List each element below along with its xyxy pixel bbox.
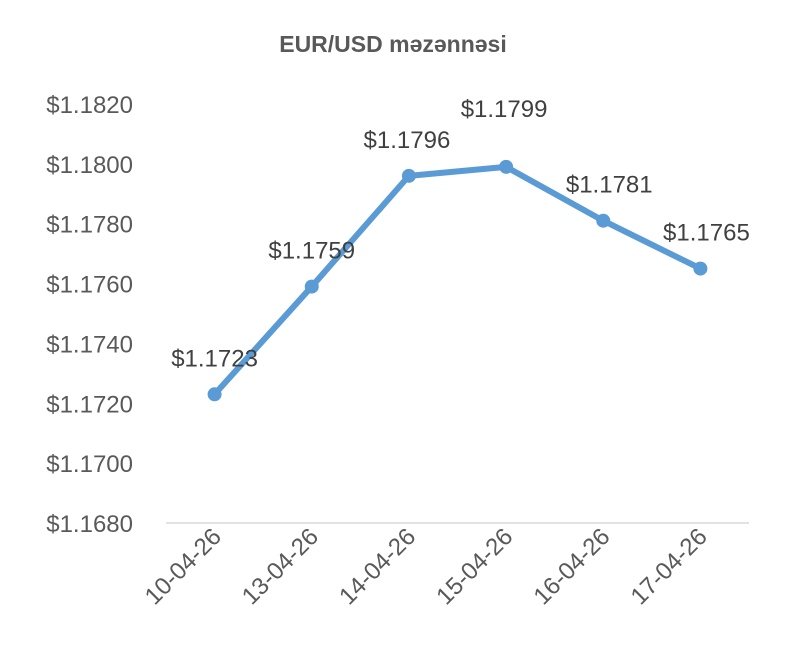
data-point <box>207 387 222 402</box>
data-label: $1.1759 <box>268 238 355 265</box>
x-tick-label: 17-04-26 <box>626 523 713 610</box>
y-tick-label: $1.1800 <box>46 152 133 179</box>
data-point <box>693 261 708 276</box>
series-line <box>211 163 704 398</box>
y-tick-label: $1.1780 <box>46 212 133 239</box>
y-tick-label: $1.1820 <box>46 92 133 119</box>
data-label: $1.1796 <box>364 127 451 154</box>
x-axis: 10-04-26 13-04-26 14-04-26 15-04-26 16-04-26… <box>140 523 713 610</box>
x-tick-label: 10-04-26 <box>140 523 227 610</box>
y-tick-label: $1.1720 <box>46 391 133 418</box>
x-tick-label: 15-04-26 <box>431 523 518 610</box>
data-label: $1.1799 <box>461 96 548 123</box>
x-tick-label: 14-04-26 <box>334 523 421 610</box>
y-tick-label: $1.1760 <box>46 272 133 299</box>
series-group <box>207 159 708 402</box>
y-tick-label: $1.1700 <box>46 451 133 478</box>
x-tick-label: 13-04-26 <box>237 523 324 610</box>
data-point <box>499 159 514 174</box>
y-axis: $1.1680 $1.1700 $1.1720 $1.1740 $1.1760 $1.17… <box>46 92 133 538</box>
data-point <box>401 168 416 183</box>
data-label: $1.1765 <box>663 220 750 247</box>
y-tick-label: $1.1740 <box>46 331 133 358</box>
data-label: $1.1781 <box>566 172 653 199</box>
data-labels-group: $1.1723 $1.1759 $1.1796 $1.1799 $1.1781 $1.17… <box>171 96 750 372</box>
data-label: $1.1723 <box>171 345 258 372</box>
data-point <box>596 213 611 228</box>
chart-title: EUR/USD məzənnəsi <box>279 31 507 57</box>
y-tick-label: $1.1680 <box>46 511 133 538</box>
data-point <box>304 279 319 294</box>
x-tick-label: 16-04-26 <box>528 523 615 610</box>
